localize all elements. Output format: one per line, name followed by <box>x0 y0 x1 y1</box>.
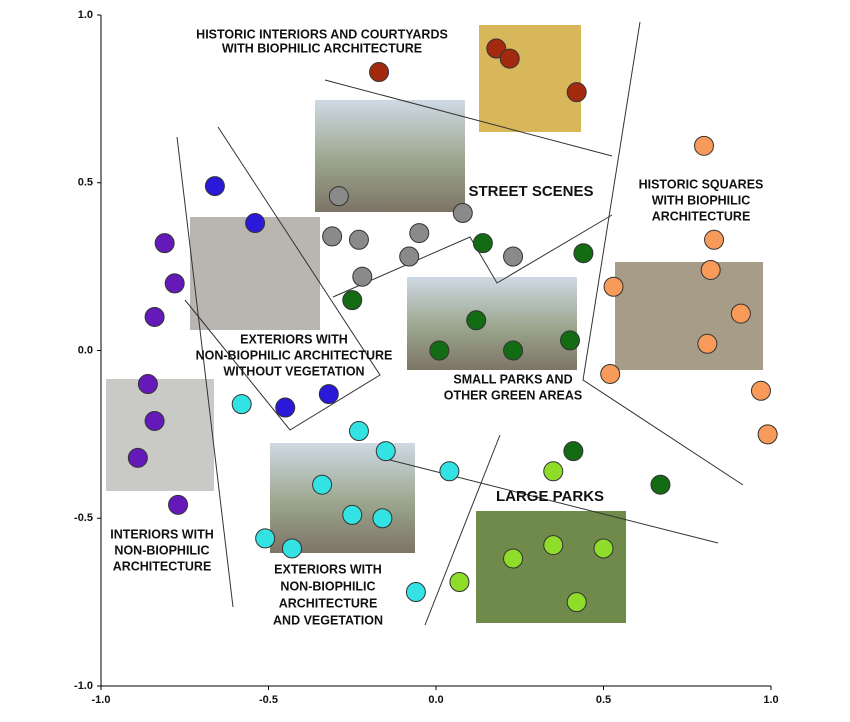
y-tick-label: 0.5 <box>78 177 93 189</box>
point <box>312 474 333 495</box>
point <box>137 374 158 395</box>
x-tick-label: 0.0 <box>428 694 443 706</box>
group-label: WITHOUT VEGETATION <box>223 364 364 378</box>
boundary <box>332 214 613 298</box>
photo <box>270 443 415 553</box>
group-label: AND VEGETATION <box>273 613 383 627</box>
point <box>600 363 621 384</box>
point <box>560 330 580 351</box>
point <box>399 246 420 267</box>
point <box>593 538 614 559</box>
point <box>154 233 175 254</box>
point <box>730 303 751 324</box>
group-label: LARGE PARKS <box>496 488 604 505</box>
point <box>375 441 396 462</box>
group-label: EXTERIORS WITH <box>274 562 382 576</box>
point <box>322 226 343 247</box>
group-label: WITH BIOPHILIC ARCHITECTURE <box>222 41 422 55</box>
point <box>566 592 587 613</box>
point <box>372 508 393 529</box>
point <box>168 494 189 515</box>
point <box>405 582 426 603</box>
point <box>472 233 493 254</box>
point <box>503 246 524 267</box>
point <box>318 384 339 405</box>
group-label: NON-BIOPHILIC <box>114 543 209 557</box>
point <box>697 333 718 354</box>
group-label: HISTORIC SQUARES <box>639 177 764 191</box>
point <box>144 306 165 327</box>
point <box>566 82 587 103</box>
point <box>503 340 524 361</box>
point <box>127 447 148 468</box>
x-tick-label: 0.5 <box>596 694 611 706</box>
point <box>245 213 266 234</box>
point <box>466 310 487 331</box>
photos <box>106 25 763 623</box>
point <box>650 474 671 495</box>
boundary <box>176 136 234 608</box>
group-label: ARCHITECTURE <box>652 209 751 223</box>
x-tick-label: -0.5 <box>259 694 278 706</box>
group-label: SMALL PARKS AND <box>453 372 572 386</box>
point <box>409 223 430 244</box>
point <box>700 259 721 280</box>
boundary <box>184 126 381 431</box>
photo <box>190 217 320 330</box>
point <box>563 441 584 462</box>
point <box>543 535 564 556</box>
point <box>429 340 450 361</box>
group-label: NON-BIOPHILIC <box>280 579 375 593</box>
group-label: ARCHITECTURE <box>279 596 378 610</box>
y-tick-label: 0.0 <box>78 344 93 356</box>
point <box>499 48 520 69</box>
point <box>144 410 165 431</box>
point <box>342 504 363 525</box>
point <box>603 276 624 297</box>
group-label: NON-BIOPHILIC ARCHITECTURE <box>196 348 393 362</box>
point <box>231 394 252 415</box>
point <box>348 421 369 442</box>
x-tick-label: -1.0 <box>92 694 111 706</box>
group-label: WITH BIOPHILIC <box>652 193 751 207</box>
photo <box>476 511 626 623</box>
point <box>275 397 296 418</box>
point <box>503 548 524 569</box>
point <box>281 538 302 559</box>
point <box>342 290 363 311</box>
group-label: ARCHITECTURE <box>113 559 212 573</box>
boundary <box>582 21 744 486</box>
point <box>439 461 460 482</box>
group-boundaries <box>176 21 744 626</box>
point <box>757 424 778 445</box>
point <box>452 202 473 223</box>
point <box>204 176 225 197</box>
group-label: HISTORIC INTERIORS AND COURTYARDS <box>196 27 448 41</box>
point <box>750 380 771 401</box>
point <box>328 186 349 207</box>
group-label: INTERIORS WITH <box>110 527 213 541</box>
point <box>486 38 507 59</box>
boundary <box>424 434 501 626</box>
boundary <box>324 79 613 157</box>
point <box>449 571 470 592</box>
point <box>352 266 373 287</box>
point <box>704 229 725 250</box>
y-tick-label: -1.0 <box>74 680 93 692</box>
y-tick-label: -0.5 <box>74 512 93 524</box>
y-tick-label: 1.0 <box>78 9 93 21</box>
photo <box>106 379 214 491</box>
point <box>694 135 714 156</box>
group-label: OTHER GREEN AREAS <box>444 388 582 402</box>
group-label: EXTERIORS WITH <box>240 332 348 346</box>
point <box>573 243 594 264</box>
point <box>543 461 564 482</box>
point <box>255 528 276 549</box>
x-tick-label: 1.0 <box>763 694 778 706</box>
point <box>369 62 390 83</box>
group-label: STREET SCENES <box>468 183 593 200</box>
point <box>348 229 369 250</box>
point <box>164 273 185 294</box>
